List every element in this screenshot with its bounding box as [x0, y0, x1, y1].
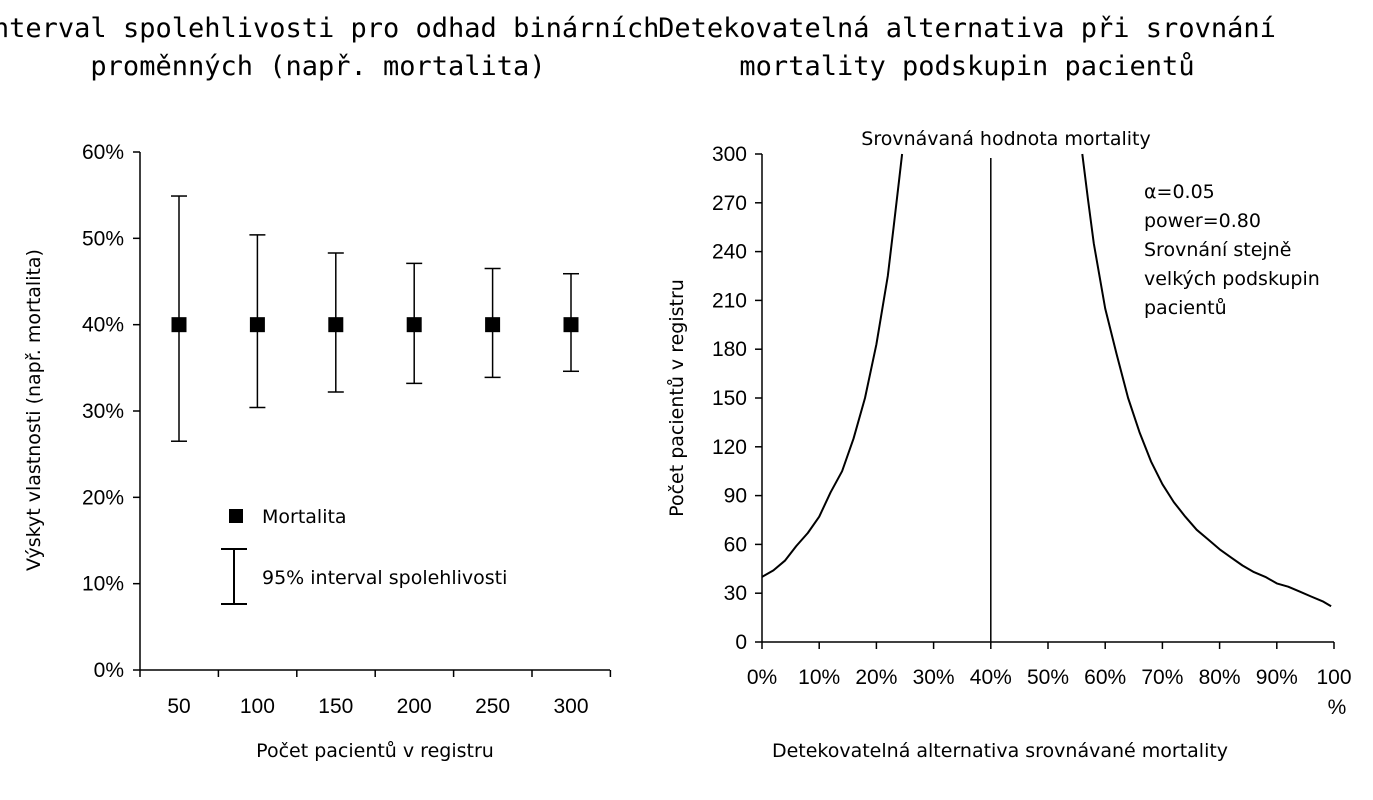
chart-left: Interval spolehlivosti pro odhad binární…	[0, 13, 659, 762]
legend-errorbar-label: 95% interval spolehlivosti	[262, 567, 507, 589]
left-y-tick-label: 40%	[82, 314, 124, 337]
mortality-marker	[171, 317, 187, 333]
chart-right: Detekovatelná alternativa při srovnání m…	[658, 13, 1351, 762]
right-x-tick-label: 40%	[970, 666, 1012, 689]
mortality-marker	[249, 317, 265, 333]
left-legend: Mortalita 95% interval spolehlivosti	[221, 506, 507, 605]
right-y-tick-label: 270	[712, 192, 747, 215]
right-y-tick-label: 90	[724, 485, 747, 508]
left-title-line1: Interval spolehlivosti pro odhad binární…	[0, 13, 659, 44]
mortality-marker	[328, 317, 344, 333]
legend-marker-symbol	[229, 509, 243, 523]
annotation-line5: pacientů	[1144, 297, 1227, 319]
left-x-tick-label: 200	[397, 695, 432, 718]
left-x-ticks: 50 100 150 200 250 300	[139, 670, 612, 718]
mortality-marker	[563, 317, 579, 333]
left-error-bars	[171, 195, 579, 442]
annotation-line4: velkých podskupin	[1144, 268, 1320, 290]
right-x-ticks: 0% 10% 20% 30% 40% 50% 60% 70% 80% 90% 100	[747, 642, 1352, 689]
right-x-tick-label: 10%	[798, 666, 840, 689]
right-y-tick-label: 180	[712, 338, 747, 361]
annotation-alpha: α=0.05	[1144, 181, 1215, 203]
right-x-tick-label: 30%	[913, 666, 955, 689]
left-y-ticks: 0% 10% 20% 30% 40% 50% 60%	[82, 141, 140, 682]
left-x-axis-label: Počet pacientů v registru	[256, 740, 494, 762]
left-x-tick-label: 300	[553, 695, 588, 718]
left-markers	[171, 317, 579, 333]
right-x-tick-label: 70%	[1141, 666, 1183, 689]
curve-left-branch	[761, 153, 904, 578]
right-x-tick-label: 100	[1316, 666, 1351, 689]
legend-marker-label: Mortalita	[262, 506, 347, 528]
left-x-tick-label: 250	[475, 695, 510, 718]
annotation-power: power=0.80	[1144, 210, 1261, 232]
left-y-tick-label: 60%	[82, 141, 124, 164]
left-y-tick-label: 20%	[82, 486, 124, 509]
left-y-tick-label: 50%	[82, 227, 124, 250]
right-y-tick-label: 240	[712, 241, 747, 264]
right-x-tick-label: 80%	[1199, 666, 1241, 689]
right-y-tick-label: 120	[712, 436, 747, 459]
right-y-ticks: 0 30 60 90 120 150 180 210 240 270 300	[712, 143, 762, 654]
right-y-tick-label: 210	[712, 289, 747, 312]
right-y-tick-label: 0	[735, 631, 747, 654]
right-x-tick-label: 50%	[1027, 666, 1069, 689]
right-x-tick-label: 60%	[1084, 666, 1126, 689]
right-y-tick-label: 30	[724, 582, 747, 605]
right-y-tick-label: 300	[712, 143, 747, 166]
right-title-line2: mortality podskupin pacientů	[739, 51, 1194, 82]
left-y-axis-label: Výskyt vlastnosti (např. mortalita)	[23, 249, 45, 571]
right-x-tick-label: 20%	[855, 666, 897, 689]
mortality-marker	[406, 317, 422, 333]
left-title-line2: proměnných (např. mortalita)	[90, 51, 545, 82]
curve-right-branch	[1081, 153, 1332, 608]
right-title-line1: Detekovatelná alternativa při srovnání	[658, 13, 1276, 44]
annotation-line3: Srovnání stejně	[1144, 239, 1291, 261]
left-y-tick-label: 30%	[82, 400, 124, 423]
right-x-axis-label: Detekovatelná alternativa srovnávané mor…	[772, 740, 1228, 762]
right-y-axis-label: Počet pacientů v registru	[666, 279, 688, 517]
left-x-tick-label: 50	[167, 695, 190, 718]
left-y-tick-label: 0%	[94, 659, 124, 682]
reference-line-label: Srovnávaná hodnota mortality	[861, 128, 1150, 150]
left-x-tick-label: 100	[240, 695, 275, 718]
left-y-tick-label: 10%	[82, 573, 124, 596]
right-annotation: α=0.05 power=0.80 Srovnání stejně velkýc…	[1144, 181, 1320, 319]
right-x-tick-label: 90%	[1256, 666, 1298, 689]
left-x-tick-label: 150	[318, 695, 353, 718]
right-curves	[761, 153, 1332, 608]
right-y-tick-label: 60	[724, 533, 747, 556]
mortality-marker	[485, 317, 501, 333]
right-x-tick-label: 0%	[747, 666, 777, 689]
right-y-tick-label: 150	[712, 387, 747, 410]
right-x-unit-label: %	[1328, 696, 1347, 719]
